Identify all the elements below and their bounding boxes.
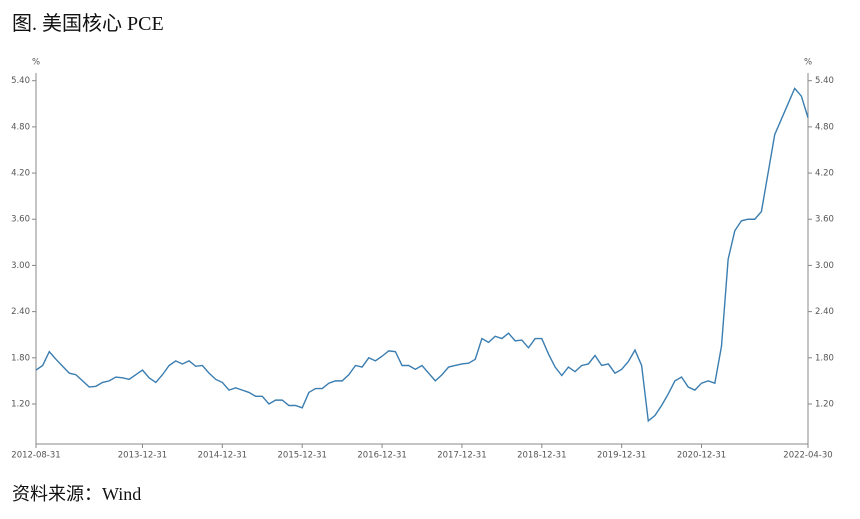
x-tick-label: 2017-12-31 (437, 451, 486, 461)
x-tick-label: 2015-12-31 (278, 451, 327, 461)
y-tick-label: 4.80 (11, 122, 30, 132)
y2-tick-label: 1.80 (815, 353, 834, 363)
y2-tick-label: 4.80 (815, 122, 834, 132)
y-tick-label: 2.40 (11, 307, 30, 317)
y2-tick-label: 4.20 (815, 169, 834, 179)
x-tick-label: 2014-12-31 (198, 451, 247, 461)
y-unit: % (32, 58, 40, 68)
x-tick-label: 2019-12-31 (597, 451, 646, 461)
y-tick-label: 1.20 (11, 399, 30, 409)
x-tick-label: 2016-12-31 (357, 451, 406, 461)
y-tick-label: 5.40 (11, 76, 30, 86)
data-line (35, 87, 809, 423)
source-note: 资料来源：Wind (12, 484, 141, 504)
x-tick-label: 2013-12-31 (118, 451, 167, 461)
chart-title: 图. 美国核心 PCE (12, 12, 164, 35)
x-tick-label: 2012-08-31 (11, 451, 60, 461)
y2-tick-label: 3.00 (815, 261, 834, 271)
y2-tick-label: 2.40 (815, 307, 834, 317)
y-tick-label: 3.60 (11, 215, 30, 225)
x-tick-label: 2018-12-31 (517, 451, 566, 461)
y-tick-label: 4.20 (11, 169, 30, 179)
x-tick-label: 2020-12-31 (677, 451, 726, 461)
y2-tick-label: 5.40 (815, 76, 834, 86)
y2-tick-label: 3.60 (815, 215, 834, 225)
y2-tick-label: 1.20 (815, 399, 834, 409)
y-tick-label: 1.80 (11, 353, 30, 363)
x-tick-label: 2022-04-30 (783, 451, 832, 461)
y2-unit: % (804, 58, 812, 68)
y-tick-label: 3.00 (11, 261, 30, 271)
